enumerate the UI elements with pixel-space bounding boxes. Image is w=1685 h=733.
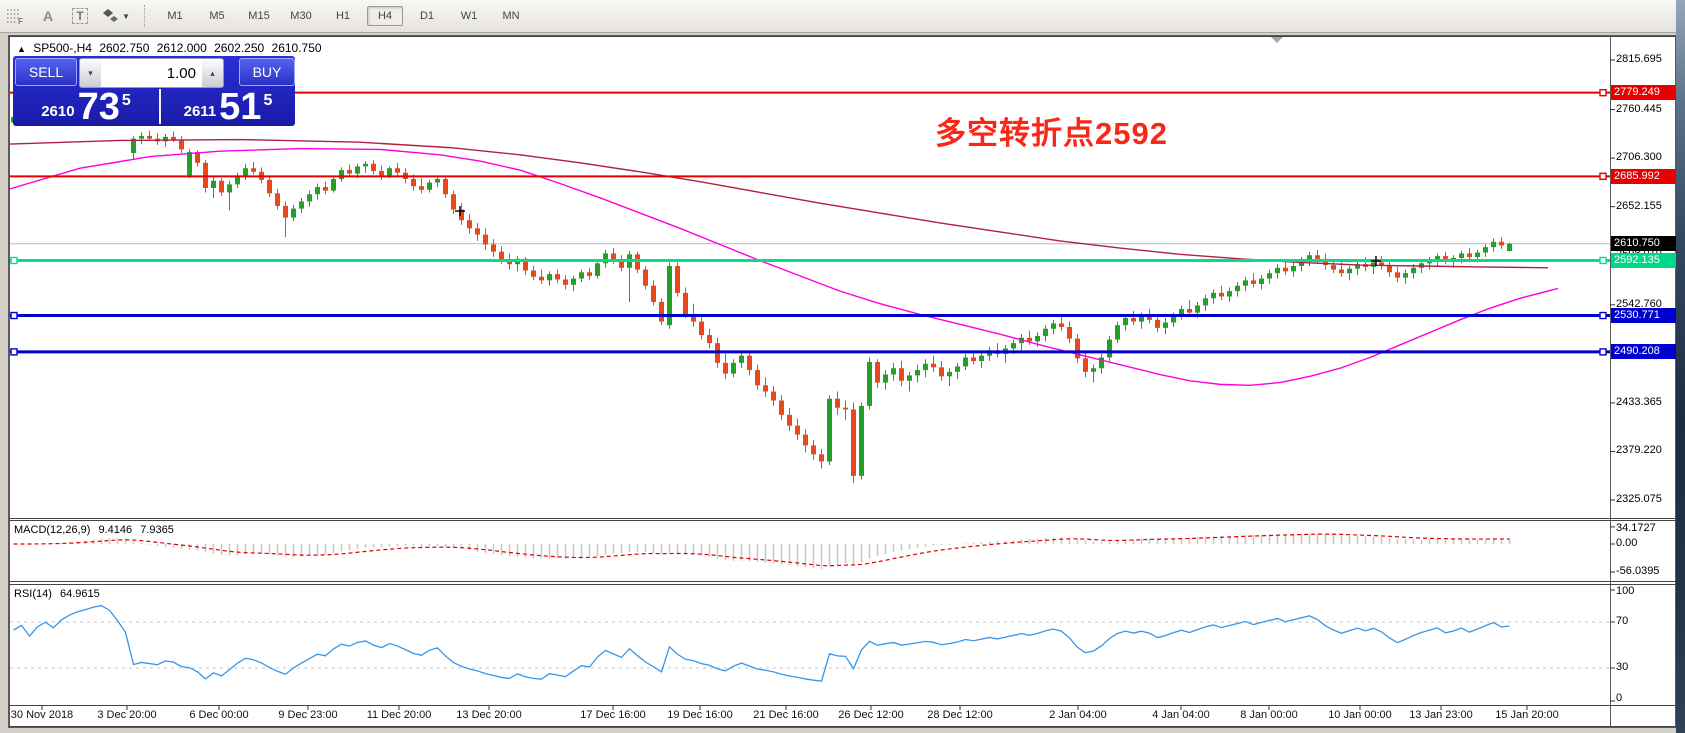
tf-button-w1[interactable]: W1 bbox=[460, 10, 478, 22]
macd-scale-label: 0.00 bbox=[1616, 537, 1638, 549]
date-label: 2 Jan 04:00 bbox=[1049, 709, 1107, 721]
text-box-glyph: T bbox=[72, 8, 88, 24]
date-label: 15 Jan 20:00 bbox=[1495, 709, 1559, 721]
volume-down-button[interactable]: ▾ bbox=[80, 59, 101, 87]
macd-scale-label: 34.1727 bbox=[1616, 522, 1656, 534]
buy-price-sup: 5 bbox=[263, 92, 273, 109]
macd-value-main: 9.4146 bbox=[98, 524, 133, 536]
date-label: 8 Jan 00:00 bbox=[1240, 709, 1298, 721]
sell-price-display[interactable]: 2610 73 5 bbox=[15, 86, 157, 128]
desktop-edge bbox=[1676, 0, 1685, 733]
price-badge: 2779.249 bbox=[1611, 85, 1677, 101]
date-label: 13 Dec 20:00 bbox=[456, 709, 522, 721]
sell-button[interactable]: SELL bbox=[15, 58, 77, 86]
rsi-scale-label: 30 bbox=[1616, 661, 1629, 673]
shapes-icon[interactable]: ▼ bbox=[99, 4, 133, 28]
price-tick-label: 2815.695 bbox=[1616, 53, 1662, 65]
rsi-scale-label: 0 bbox=[1616, 692, 1623, 704]
price-tick-label: 2379.220 bbox=[1616, 444, 1662, 457]
volume-up-button[interactable]: ▴ bbox=[202, 59, 223, 87]
rsi-title: RSI(14) bbox=[14, 588, 52, 600]
annotation-text: 多空转折点2592 bbox=[935, 116, 1168, 151]
volume-spinner: ▾ ▴ bbox=[79, 58, 224, 88]
chart-window[interactable]: ▲ SP500-,H4 2602.750 2612.000 2602.250 2… bbox=[8, 35, 1678, 728]
date-label: 3 Dec 20:00 bbox=[97, 709, 157, 721]
date-label: 17 Dec 16:00 bbox=[580, 709, 646, 721]
sell-price-sup: 5 bbox=[121, 92, 131, 109]
price-badge: 2685.992 bbox=[1611, 168, 1677, 184]
date-label: 10 Jan 00:00 bbox=[1328, 709, 1392, 721]
price-tick-label: 2542.760 bbox=[1616, 297, 1662, 310]
macd-label: MACD(12,26,9) 9.4146 7.9365 bbox=[14, 524, 179, 536]
toolbar-separator bbox=[144, 5, 146, 27]
date-label: 11 Dec 20:00 bbox=[366, 709, 432, 721]
date-label: 28 Dec 12:00 bbox=[927, 709, 993, 721]
toolbar: F A T ▼ M1 M5 M15 M30 H1 H4 D1 W1 MN bbox=[0, 0, 1676, 33]
price-tick-label: 2325.075 bbox=[1616, 493, 1662, 505]
buy-price-display[interactable]: 2611 51 5 bbox=[163, 86, 293, 128]
bar-low-value: 2602.250 bbox=[214, 41, 265, 55]
date-label: 21 Dec 16:00 bbox=[753, 709, 819, 721]
buy-button[interactable]: BUY bbox=[239, 58, 295, 86]
macd-scale-label: -56.0395 bbox=[1616, 565, 1660, 578]
buy-price-main: 51 bbox=[219, 86, 262, 128]
price-divider bbox=[159, 89, 161, 124]
tf-button-m15[interactable]: M15 bbox=[248, 10, 270, 22]
price-badge: 2530.771 bbox=[1611, 308, 1677, 324]
buy-price-prefix: 2611 bbox=[183, 103, 217, 120]
rsi-value: 64.9615 bbox=[59, 588, 100, 600]
volume-input[interactable] bbox=[101, 59, 202, 87]
sell-price-prefix: 2610 bbox=[41, 103, 75, 120]
date-label: 4 Jan 04:00 bbox=[1152, 709, 1210, 721]
price-badge: 2592.135 bbox=[1611, 252, 1677, 268]
price-badge: 2610.750 bbox=[1611, 236, 1677, 252]
price-badge: 2490.208 bbox=[1611, 344, 1677, 360]
svg-text:F: F bbox=[18, 17, 23, 25]
macd-title: MACD(12,26,9) bbox=[14, 524, 91, 536]
date-label: 9 Dec 23:00 bbox=[278, 709, 338, 721]
sell-price-main: 73 bbox=[77, 86, 120, 128]
bar-open-value: 2602.750 bbox=[99, 41, 150, 55]
bar-high-value: 2612.000 bbox=[156, 41, 207, 55]
tf-button-m1[interactable]: M1 bbox=[167, 10, 183, 22]
symbol-period-label: SP500-,H4 bbox=[33, 41, 92, 55]
price-tick-label: 2433.365 bbox=[1616, 395, 1662, 408]
tf-button-mn[interactable]: MN bbox=[502, 10, 520, 22]
collapse-triangle-icon[interactable]: ▲ bbox=[17, 44, 26, 54]
indicators-f-icon[interactable]: F bbox=[3, 4, 29, 28]
bar-close-value: 2610.750 bbox=[271, 41, 322, 55]
date-label: 19 Dec 16:00 bbox=[667, 709, 733, 721]
rsi-label: RSI(14) 64.9615 bbox=[14, 588, 105, 600]
chart-header: ▲ SP500-,H4 2602.750 2612.000 2602.250 2… bbox=[17, 41, 326, 55]
date-label: 13 Jan 23:00 bbox=[1409, 709, 1473, 721]
text-a-icon[interactable]: A bbox=[42, 8, 54, 24]
one-click-trade-panel: SELL ▾ ▴ BUY 2610 73 5 2611 51 5 bbox=[13, 56, 295, 126]
tf-button-m5[interactable]: M5 bbox=[209, 10, 225, 22]
chart-shift-marker-icon[interactable] bbox=[1271, 37, 1283, 43]
tf-button-h1[interactable]: H1 bbox=[335, 10, 351, 22]
chevron-down-icon: ▼ bbox=[122, 11, 130, 21]
tf-button-d1[interactable]: D1 bbox=[419, 10, 435, 22]
date-label: 26 Dec 12:00 bbox=[838, 709, 904, 721]
tf-button-h4[interactable]: H4 bbox=[367, 6, 403, 26]
price-tick-label: 2760.445 bbox=[1616, 102, 1662, 115]
date-label: 30 Nov 2018 bbox=[10, 709, 74, 721]
price-tick-label: 2706.300 bbox=[1616, 151, 1662, 164]
rsi-scale-label: 70 bbox=[1616, 615, 1629, 627]
rsi-scale-label: 100 bbox=[1616, 585, 1635, 597]
date-label: 6 Dec 00:00 bbox=[189, 709, 249, 721]
tf-button-m30[interactable]: M30 bbox=[290, 10, 312, 22]
text-box-icon[interactable]: T bbox=[67, 4, 93, 28]
macd-value-signal: 7.9365 bbox=[140, 524, 174, 536]
price-tick-label: 2652.155 bbox=[1616, 199, 1662, 212]
